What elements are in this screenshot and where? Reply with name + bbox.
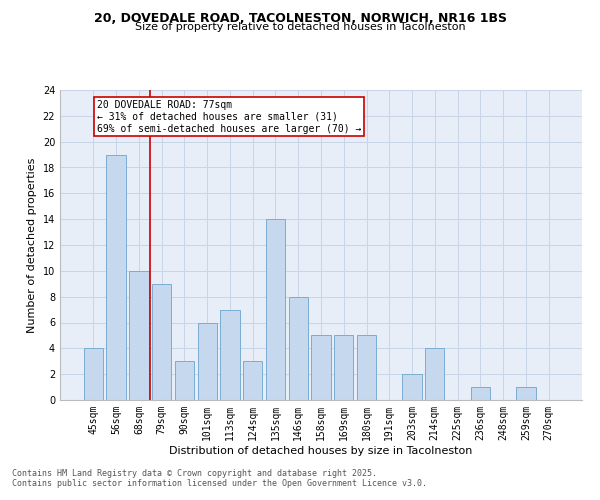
Y-axis label: Number of detached properties: Number of detached properties (27, 158, 37, 332)
X-axis label: Distribution of detached houses by size in Tacolneston: Distribution of detached houses by size … (169, 446, 473, 456)
Bar (129, 271, 149, 400)
Bar (152, 284, 172, 400)
Bar (243, 361, 262, 400)
Bar (311, 336, 331, 400)
Bar (106, 154, 126, 400)
Bar (266, 219, 285, 400)
Text: Contains public sector information licensed under the Open Government Licence v3: Contains public sector information licen… (12, 478, 427, 488)
Bar (470, 387, 490, 400)
Bar (403, 374, 422, 400)
Text: 20 DOVEDALE ROAD: 77sqm
← 31% of detached houses are smaller (31)
69% of semi-de: 20 DOVEDALE ROAD: 77sqm ← 31% of detache… (97, 100, 361, 134)
Bar (289, 296, 308, 400)
Bar (175, 361, 194, 400)
Bar (516, 387, 536, 400)
Text: Contains HM Land Registry data © Crown copyright and database right 2025.: Contains HM Land Registry data © Crown c… (12, 468, 377, 477)
Bar (220, 310, 239, 400)
Text: 20, DOVEDALE ROAD, TACOLNESTON, NORWICH, NR16 1BS: 20, DOVEDALE ROAD, TACOLNESTON, NORWICH,… (94, 12, 506, 26)
Bar (357, 336, 376, 400)
Bar (425, 348, 445, 400)
Text: Size of property relative to detached houses in Tacolneston: Size of property relative to detached ho… (134, 22, 466, 32)
Bar (84, 348, 103, 400)
Bar (334, 336, 353, 400)
Bar (197, 322, 217, 400)
